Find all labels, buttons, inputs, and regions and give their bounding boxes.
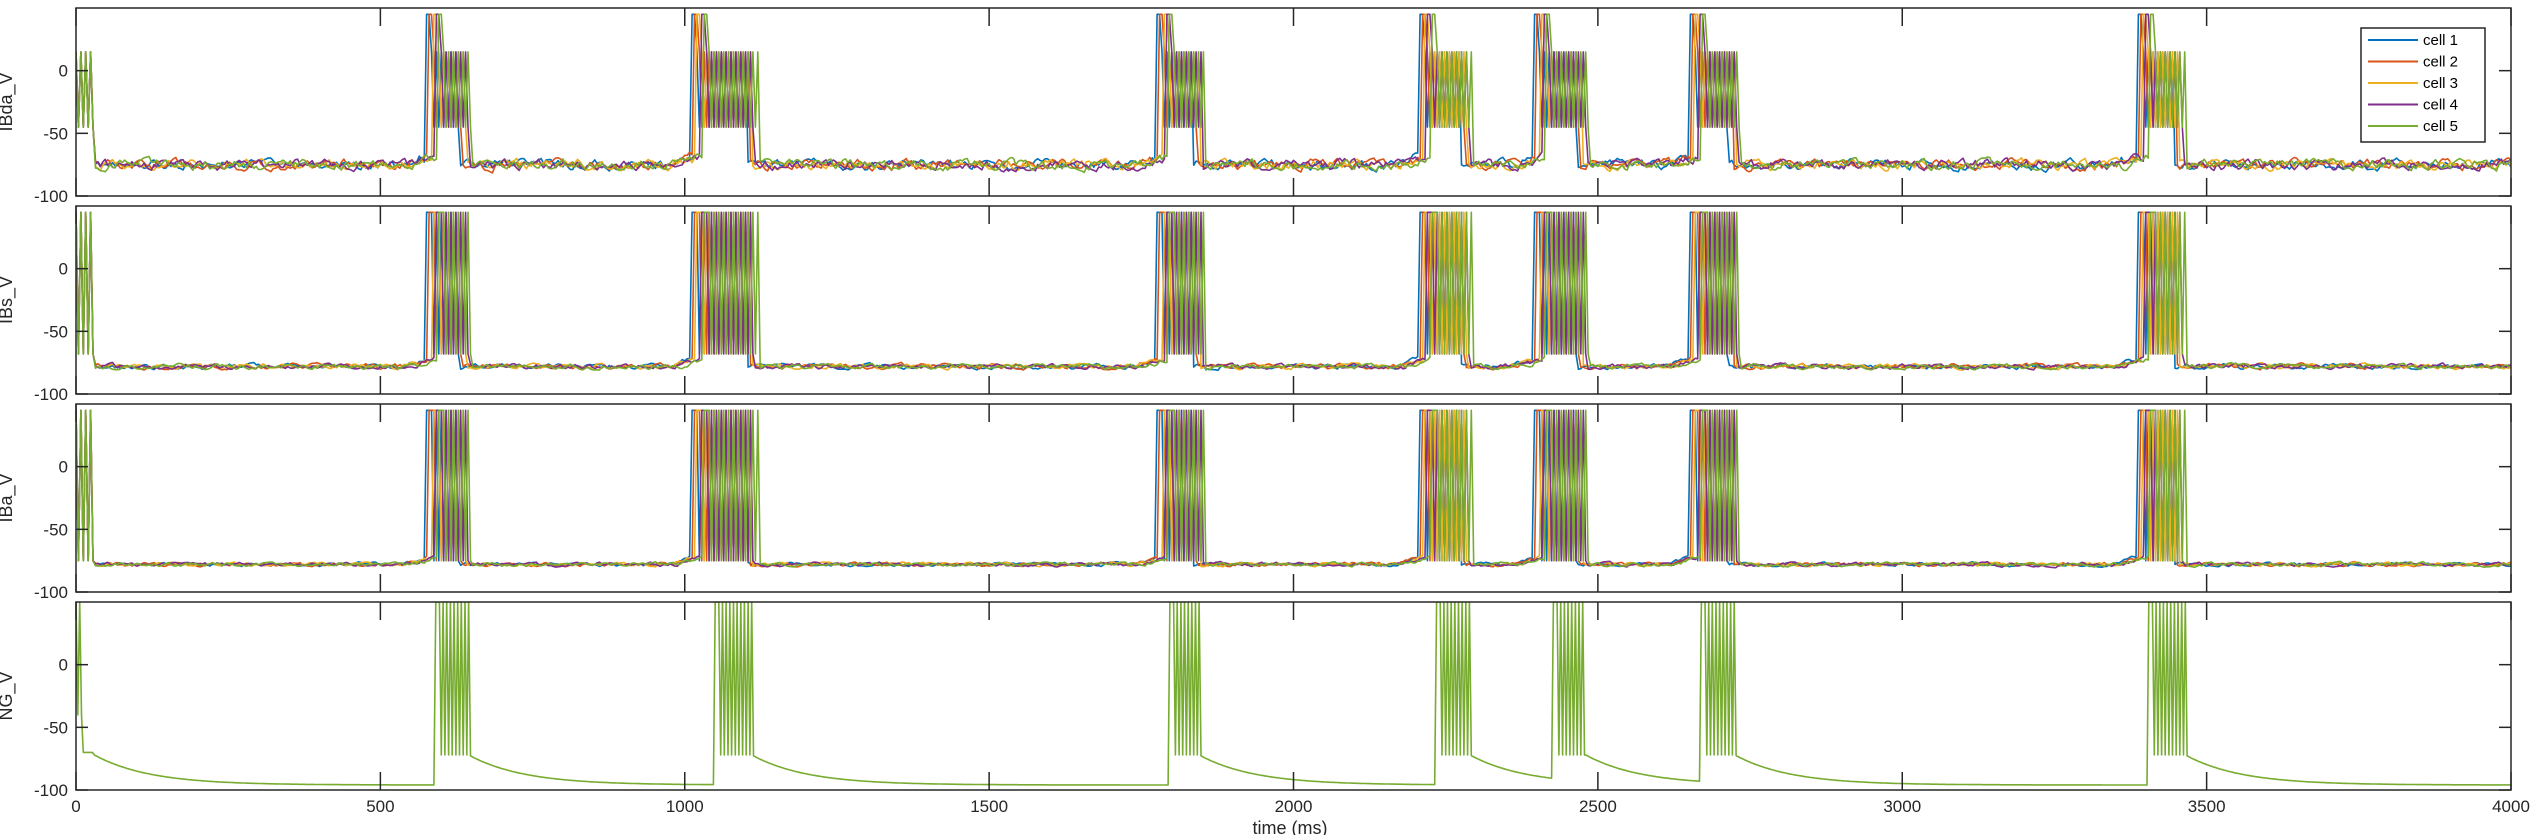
y-tick-label: -100 — [34, 583, 68, 602]
trace-cell-5 — [76, 409, 2511, 568]
legend-entries: cell 1 cell 2 cell 3 cell 4 cell 5 — [2368, 32, 2458, 135]
y-tick-label: 0 — [59, 260, 68, 279]
y-tick-label: -50 — [43, 718, 68, 737]
legend-box — [2360, 27, 2486, 143]
panel-traces — [76, 13, 2511, 174]
y-tick-label: -100 — [34, 187, 68, 206]
trace-cell-5 — [76, 211, 2511, 371]
panel-1: -100 -50 0 IBda_V — [0, 7, 2512, 206]
legend: cell 1 cell 2 cell 3 cell 4 cell 5 — [2360, 27, 2486, 143]
legend-label-cell-5: cell 5 — [2423, 118, 2458, 135]
y-tick-label: -50 — [43, 520, 68, 539]
trace-cell-2 — [76, 13, 2511, 174]
legend-label-cell-2: cell 2 — [2423, 54, 2458, 71]
y-tick-label: -100 — [34, 781, 68, 800]
y-tick-label: -50 — [43, 124, 68, 143]
trace-cell-4 — [76, 13, 2511, 173]
panel-2: -100 -50 0 IBs_V — [0, 205, 2512, 404]
y-tick-label: -50 — [43, 322, 68, 341]
panel-traces — [76, 602, 2511, 786]
legend-label-cell-3: cell 3 — [2423, 75, 2458, 92]
y-axis-label: IBa_V — [0, 473, 17, 522]
panel-4: -100 -50 0 NG_V — [0, 601, 2512, 800]
x-tick-label: 2500 — [1579, 797, 1617, 816]
x-tick-label: 3500 — [2188, 797, 2226, 816]
panels-layer: -100 -50 0 IBda_V -100 -50 0 IBs_V -100 -50 0 IBa_V… — [0, 7, 2530, 816]
x-tick-label: 0 — [71, 797, 80, 816]
y-axis-label: NG_V — [0, 671, 17, 720]
x-tick-label: 2000 — [1275, 797, 1313, 816]
legend-label-cell-1: cell 1 — [2423, 32, 2458, 49]
x-tick-label: 4000 — [2492, 797, 2530, 816]
panel-traces — [76, 409, 2511, 569]
x-axis-label: time (ms) — [1253, 818, 1328, 835]
y-tick-label: 0 — [59, 458, 68, 477]
y-tick-label: 0 — [59, 62, 68, 81]
y-tick-label: -100 — [34, 385, 68, 404]
panel-traces — [76, 211, 2511, 372]
y-axis-label: IBda_V — [0, 72, 17, 131]
x-tick-label: 500 — [366, 797, 394, 816]
x-tick-label: 3000 — [1883, 797, 1921, 816]
trace-cell-5 — [76, 602, 2511, 786]
trace-cell-5 — [76, 13, 2511, 174]
y-tick-label: 0 — [59, 656, 68, 675]
legend-label-cell-4: cell 4 — [2423, 97, 2458, 114]
y-axis-label: IBs_V — [0, 276, 17, 324]
x-tick-label: 1000 — [666, 797, 704, 816]
x-tick-label: 1500 — [970, 797, 1008, 816]
panel-3: -100 -50 0 IBa_V — [0, 403, 2512, 602]
